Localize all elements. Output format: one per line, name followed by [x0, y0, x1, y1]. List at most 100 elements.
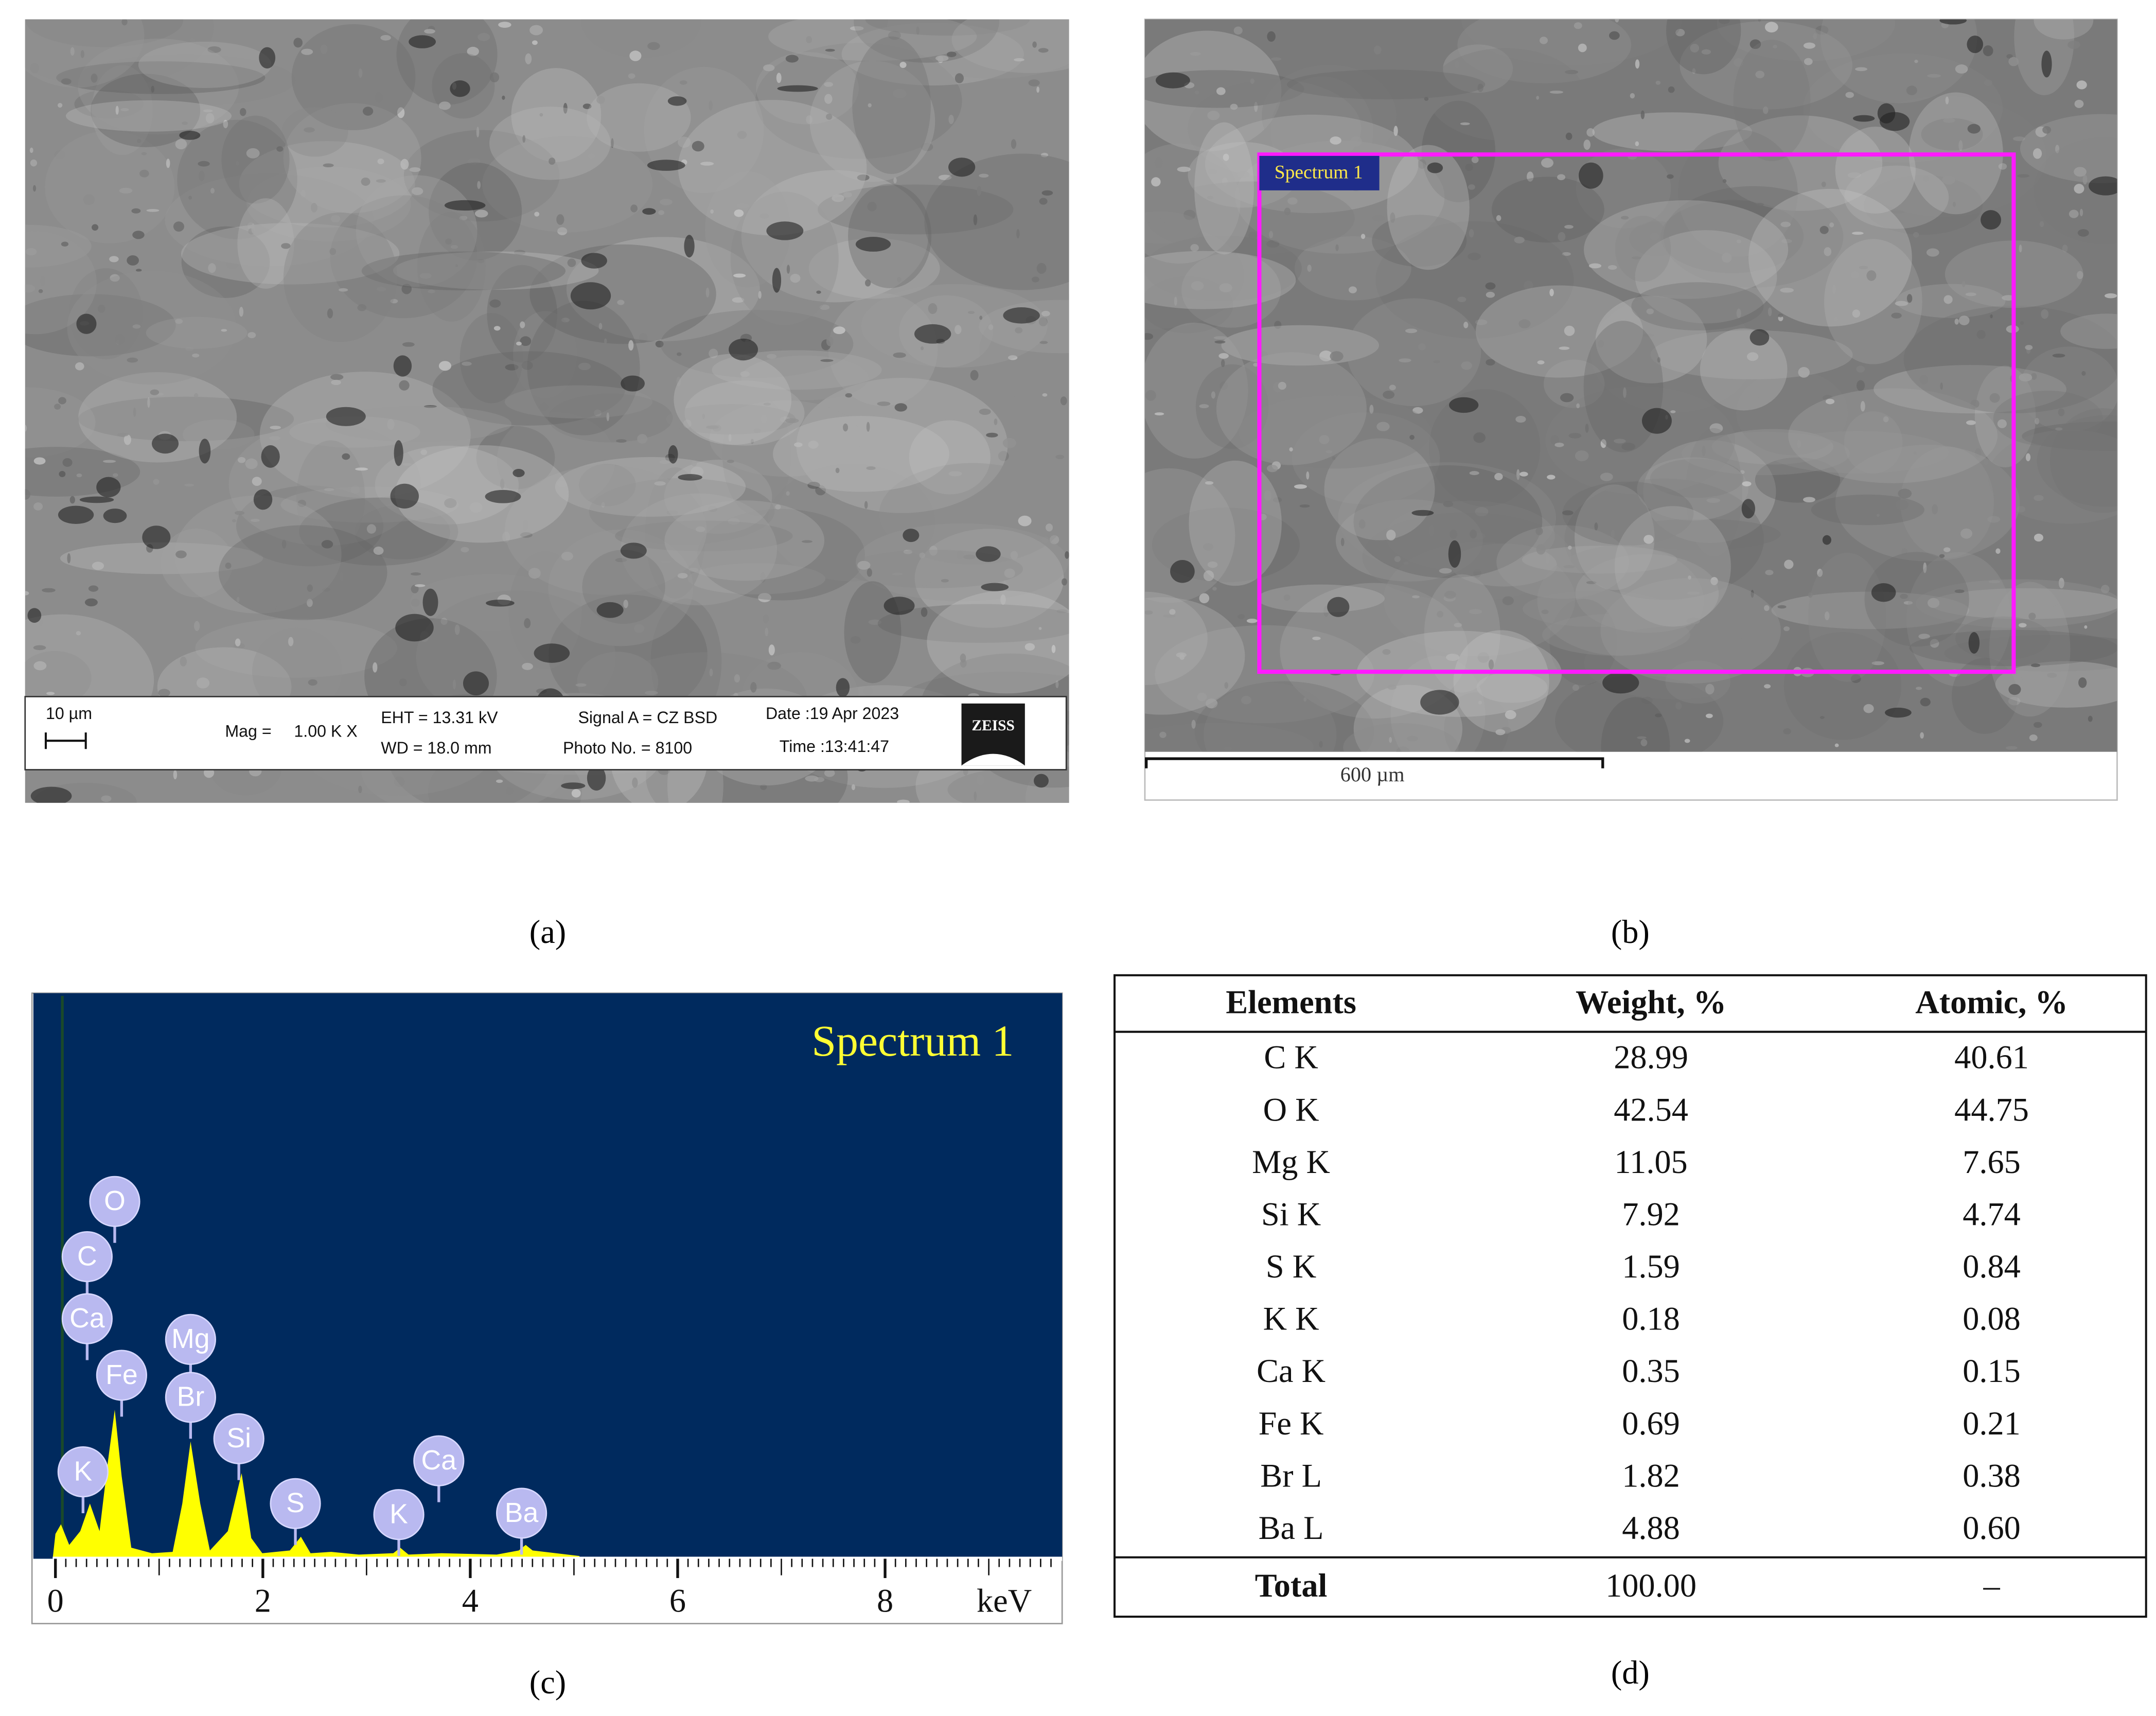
texture [56, 61, 266, 94]
texture [524, 618, 531, 628]
texture [1360, 234, 1366, 239]
texture [1895, 499, 1908, 510]
texture [1427, 48, 1584, 141]
texture [1916, 687, 1922, 690]
texture [1144, 222, 1244, 329]
texture [1386, 530, 1396, 541]
texture [1742, 481, 1752, 486]
texture [1618, 519, 1781, 550]
texture [1494, 473, 1503, 481]
texture [1248, 231, 1257, 240]
texture [660, 310, 854, 378]
texture [741, 355, 869, 400]
texture [2033, 722, 2042, 728]
texture [955, 325, 962, 335]
texture [1353, 465, 1543, 579]
texture [1194, 122, 1254, 255]
pit [152, 433, 179, 454]
texture [616, 439, 627, 443]
texture [322, 587, 330, 592]
texture [1541, 609, 1549, 615]
texture [1453, 630, 1549, 733]
texture [1863, 704, 1874, 713]
texture [452, 679, 456, 690]
texture [1516, 469, 1520, 480]
texture [1952, 658, 2018, 734]
texture [1690, 44, 1700, 52]
texture [527, 301, 640, 435]
texture [557, 480, 567, 488]
texture [192, 353, 200, 358]
texture [110, 274, 120, 282]
texture [1144, 322, 1248, 459]
bubble [270, 1478, 321, 1529]
texture [221, 329, 227, 332]
texture [1965, 292, 1976, 296]
peak-label: Ca [421, 1445, 457, 1476]
texture [776, 73, 782, 83]
bubble [165, 1314, 216, 1365]
texture [350, 485, 360, 494]
texture [438, 361, 452, 371]
texture [1348, 286, 1357, 293]
texture [30, 63, 39, 74]
texture [1021, 781, 1028, 785]
texture [1330, 136, 1341, 145]
texture [151, 85, 155, 93]
texture [773, 416, 949, 492]
texture [970, 370, 979, 381]
texture [1330, 351, 1344, 362]
texture [1955, 64, 1968, 74]
texture [808, 238, 940, 299]
texture [1733, 40, 1811, 162]
spectrum-plot [33, 993, 1063, 1559]
texture [1444, 692, 1509, 752]
texture [826, 336, 834, 346]
texture [1574, 22, 1582, 29]
texture [1900, 593, 1908, 599]
texture [429, 162, 522, 260]
texture [1049, 535, 1059, 545]
texture [476, 127, 480, 137]
texture [598, 323, 603, 330]
texture [768, 644, 775, 656]
pit [777, 85, 818, 92]
texture [1271, 57, 1281, 61]
texture [763, 64, 775, 72]
texture [1847, 172, 1861, 178]
texture [445, 238, 452, 245]
texture [1338, 462, 1557, 573]
texture [1615, 216, 1671, 282]
cell: S K [1266, 1248, 1316, 1285]
pit [1579, 162, 1603, 189]
texture [927, 590, 1069, 694]
pit [485, 489, 521, 503]
texture [92, 562, 104, 570]
texture [1046, 523, 1053, 532]
texture [174, 495, 342, 614]
texture [647, 42, 660, 50]
texture [1545, 386, 1736, 495]
texture [1819, 716, 1825, 719]
texture [1923, 562, 1927, 573]
texture [1967, 124, 1981, 134]
texture [115, 334, 125, 345]
texture [33, 661, 47, 671]
texture [188, 196, 192, 200]
texture [687, 563, 826, 594]
texture [455, 264, 458, 267]
texture [460, 313, 523, 404]
texture [759, 213, 769, 219]
texture [628, 73, 635, 79]
texture [1655, 713, 1662, 717]
texture [223, 119, 228, 129]
texture [1151, 217, 1162, 226]
texture [1375, 221, 1574, 339]
pit [1852, 115, 1875, 122]
texture [1500, 533, 1509, 541]
texture [794, 442, 803, 447]
texture [357, 304, 367, 311]
texture [1850, 271, 1860, 279]
texture [2019, 244, 2022, 253]
texture [177, 119, 297, 239]
